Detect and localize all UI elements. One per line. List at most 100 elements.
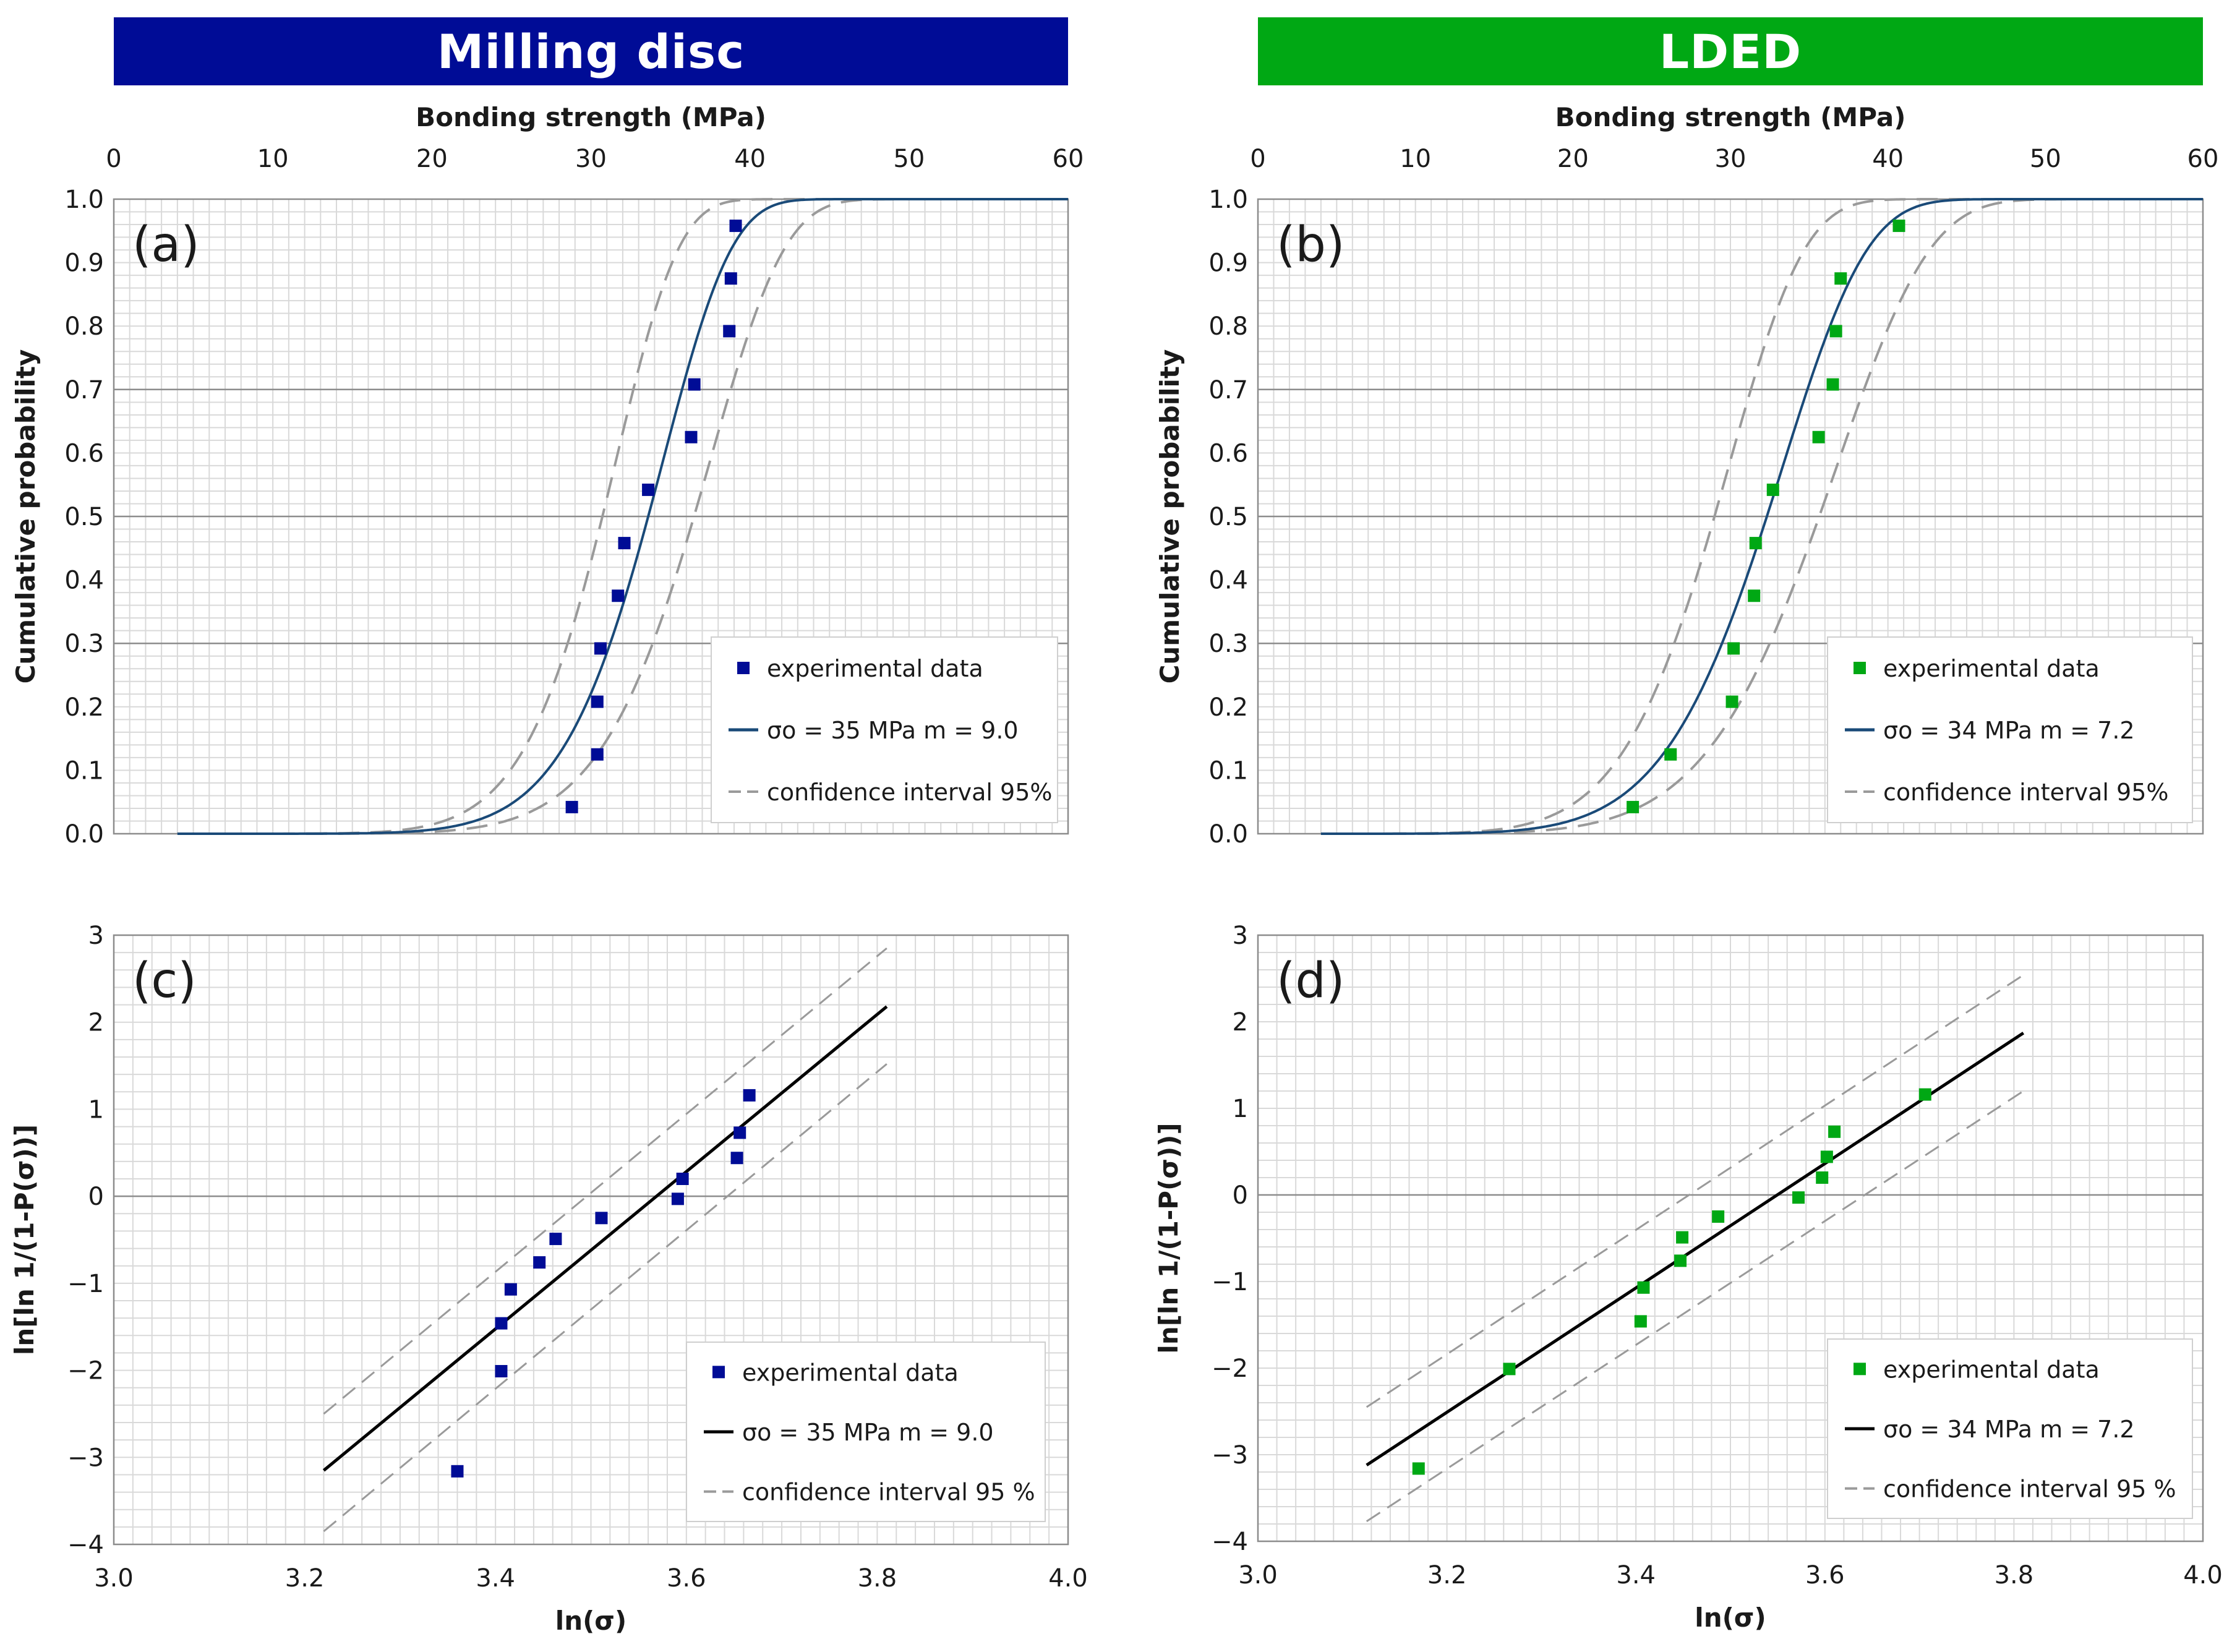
data-point: [504, 1283, 517, 1296]
y-axis-title: ln[ln 1/(1-P(σ))]: [1153, 1123, 1184, 1353]
data-point: [733, 1126, 746, 1139]
data-points: [565, 220, 742, 813]
chart-c: 3.0 3.2 3.4 3.6 3.8 4.0 −4 −3 −2 −1 0 1 2 3 ln(σ) ln[ln…: [9, 922, 1088, 1636]
x-tick-label: 40: [1872, 145, 1904, 173]
y-tick-label: 0.4: [1208, 567, 1248, 595]
x-tick-label: 3.2: [1427, 1561, 1467, 1590]
y-axis-title: ln[ln 1/(1-P(σ))]: [9, 1124, 40, 1355]
x-tick-label: 3.6: [1805, 1561, 1845, 1590]
ci-line-lower: [323, 1063, 887, 1533]
data-point: [451, 1465, 464, 1478]
legend-key-marker: [1854, 1363, 1866, 1376]
y-tick-label: −1: [67, 1270, 104, 1298]
data-point: [1503, 1363, 1516, 1376]
x-tick-label: 3.8: [858, 1564, 897, 1593]
x-tick-label: 20: [1557, 145, 1589, 173]
data-point: [549, 1233, 562, 1246]
x-tick-label: 30: [1715, 145, 1747, 173]
y-tick-label: 0: [1233, 1181, 1248, 1210]
ci-line-upper: [1366, 974, 2024, 1408]
data-point: [1412, 1462, 1425, 1475]
data-point: [1792, 1191, 1805, 1204]
legend-key-marker: [712, 1366, 725, 1379]
plot-frame: [113, 198, 1069, 835]
data-point: [495, 1364, 508, 1377]
x-tick-label: 3.4: [476, 1564, 515, 1593]
y-tick-label: 0: [88, 1183, 104, 1211]
x-tick-label: 3.8: [1995, 1561, 2034, 1590]
x-tick-label: 30: [575, 145, 607, 173]
legend: experimental data σo = 34 MPa m = 7.2 conf…: [1827, 636, 2193, 823]
y-tick-label: −3: [1212, 1441, 1248, 1470]
ci-line-lower: [1366, 1090, 2024, 1523]
data-point: [1820, 1150, 1833, 1163]
data-point: [1674, 1254, 1687, 1267]
weibull-fit-curve: [177, 198, 1068, 835]
data-point: [1834, 272, 1847, 285]
y-tick-label: 0.4: [64, 567, 104, 595]
x-tick-label: 60: [1053, 145, 1084, 173]
y-tick-label: 0.5: [64, 503, 104, 531]
y-tick-label: −2: [67, 1357, 104, 1385]
data-point: [495, 1317, 508, 1330]
data-point: [565, 800, 578, 813]
legend-label: experimental data: [767, 655, 983, 682]
y-tick-label: 0.8: [64, 312, 104, 341]
data-point: [1892, 220, 1905, 233]
data-points: [451, 1089, 756, 1478]
y-tick-label: 3: [88, 922, 104, 950]
x-axis-title: ln(σ): [1695, 1603, 1766, 1633]
data-point: [1627, 800, 1640, 813]
data-point: [1725, 695, 1738, 708]
x-tick-label: 3.2: [285, 1564, 325, 1593]
y-tick-label: 0.2: [1208, 693, 1248, 722]
chart-d: 3.0 3.2 3.4 3.6 3.8 4.0 −4 −3 −2 −1 0 1 2 3 ln(σ) ln[ln…: [1153, 922, 2223, 1633]
x-tick-label: 0: [1250, 145, 1265, 173]
data-point: [1816, 1171, 1829, 1184]
x-tick-label: 3.0: [1238, 1561, 1278, 1590]
data-point: [743, 1089, 756, 1102]
legend-label: experimental data: [1883, 655, 2100, 682]
legend-label: σo = 34 MPa m = 7.2: [1883, 717, 2135, 744]
data-point: [591, 695, 604, 708]
y-tick-label: 2: [1233, 1008, 1248, 1037]
grid: [1257, 935, 2204, 1542]
y-tick-label: 1: [1233, 1095, 1248, 1123]
data-point: [1748, 589, 1761, 602]
data-point: [591, 748, 604, 761]
data-point: [594, 642, 607, 655]
data-point: [595, 1212, 608, 1225]
data-point: [1637, 1281, 1650, 1294]
legend-label: confidence interval 95 %: [1883, 1476, 2176, 1503]
legend-box: [711, 636, 1058, 823]
y-tick-label: 0.0: [1208, 820, 1248, 849]
x-tick-label: 4.0: [1048, 1564, 1088, 1593]
y-tick-label: 0.7: [64, 376, 104, 404]
data-point: [723, 325, 736, 338]
y-tick-label: 0.8: [1208, 312, 1248, 341]
y-tick-label: 0.6: [1208, 439, 1248, 468]
milling-disc-banner: Milling disc: [114, 17, 1068, 85]
y-tick-label: 0.9: [1208, 249, 1248, 278]
y-tick-label: 0.9: [64, 249, 104, 278]
legend: experimental data σo = 35 MPa m = 9.0 conf…: [711, 636, 1058, 823]
x-tick-label: 3.4: [1616, 1561, 1656, 1590]
data-point: [1812, 430, 1825, 443]
panel-label: (c): [132, 953, 197, 1009]
x-tick-label: 10: [1400, 145, 1431, 173]
panel-label: (b): [1276, 217, 1345, 273]
y-axis-title: Cumulative probability: [1155, 349, 1185, 684]
y-tick-label: −4: [1212, 1528, 1248, 1556]
data-point: [676, 1173, 689, 1185]
ci-line-upper: [323, 947, 887, 1415]
x-tick-label: 50: [893, 145, 925, 173]
legend-box: [686, 1342, 1046, 1522]
legend-label: confidence interval 95 %: [742, 1479, 1035, 1506]
legend-label: σo = 35 MPa m = 9.0: [767, 717, 1019, 744]
y-tick-label: 3: [1233, 922, 1248, 950]
y-tick-label: 2: [88, 1009, 104, 1037]
x-tick-label: 20: [416, 145, 448, 173]
y-tick-label: 0.7: [1208, 376, 1248, 404]
y-tick-label: 0.3: [1208, 630, 1248, 658]
